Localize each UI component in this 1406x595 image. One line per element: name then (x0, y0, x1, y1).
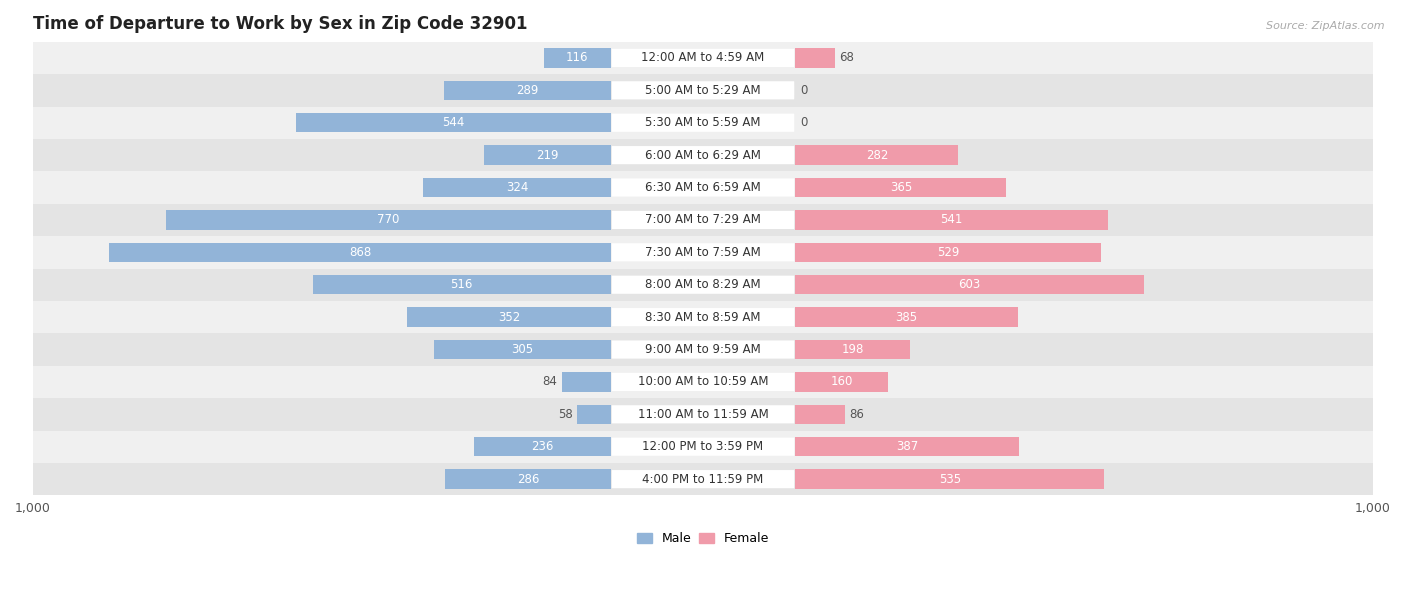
Text: 11:00 AM to 11:59 AM: 11:00 AM to 11:59 AM (638, 408, 768, 421)
Bar (32, 171, 1374, 203)
Bar (796, 405, 845, 424)
Text: Time of Departure to Work by Sex in Zip Code 32901: Time of Departure to Work by Sex in Zip … (32, 15, 527, 33)
Bar (796, 210, 1108, 230)
Bar (796, 308, 1018, 327)
FancyBboxPatch shape (612, 308, 794, 326)
Bar (32, 236, 1374, 268)
Bar (166, 210, 610, 230)
Bar (796, 48, 835, 68)
FancyBboxPatch shape (612, 211, 794, 229)
FancyBboxPatch shape (612, 438, 794, 456)
Text: 289: 289 (516, 84, 538, 97)
Text: 7:30 AM to 7:59 AM: 7:30 AM to 7:59 AM (645, 246, 761, 259)
Text: 86: 86 (849, 408, 865, 421)
Bar (32, 139, 1374, 171)
Bar (446, 469, 610, 489)
Text: 365: 365 (890, 181, 912, 194)
Text: 770: 770 (377, 214, 399, 227)
Bar (796, 178, 1007, 198)
Text: 282: 282 (866, 149, 889, 162)
Bar (32, 301, 1374, 333)
Bar (32, 268, 1374, 301)
Text: 12:00 PM to 3:59 PM: 12:00 PM to 3:59 PM (643, 440, 763, 453)
Text: 8:00 AM to 8:29 AM: 8:00 AM to 8:29 AM (645, 278, 761, 291)
FancyBboxPatch shape (612, 373, 794, 391)
Bar (562, 372, 610, 392)
Bar (423, 178, 610, 198)
Text: 544: 544 (443, 116, 464, 129)
Bar (796, 437, 1019, 456)
Text: 286: 286 (517, 472, 538, 486)
Text: 603: 603 (959, 278, 981, 291)
Text: 0: 0 (800, 84, 807, 97)
Text: 385: 385 (896, 311, 918, 324)
Text: 0: 0 (800, 116, 807, 129)
Bar (408, 308, 610, 327)
Text: 324: 324 (506, 181, 529, 194)
FancyBboxPatch shape (612, 82, 794, 99)
Text: 9:00 AM to 9:59 AM: 9:00 AM to 9:59 AM (645, 343, 761, 356)
Bar (32, 463, 1374, 495)
Bar (297, 113, 610, 133)
FancyBboxPatch shape (612, 49, 794, 67)
FancyBboxPatch shape (612, 243, 794, 261)
Bar (544, 48, 610, 68)
Bar (796, 372, 887, 392)
Text: 5:30 AM to 5:59 AM: 5:30 AM to 5:59 AM (645, 116, 761, 129)
Text: 868: 868 (349, 246, 371, 259)
Legend: Male, Female: Male, Female (631, 527, 775, 550)
Text: 5:00 AM to 5:29 AM: 5:00 AM to 5:29 AM (645, 84, 761, 97)
Bar (32, 333, 1374, 366)
Bar (32, 203, 1374, 236)
Bar (796, 469, 1105, 489)
Text: 116: 116 (565, 51, 588, 64)
Text: 529: 529 (936, 246, 959, 259)
Text: 6:30 AM to 6:59 AM: 6:30 AM to 6:59 AM (645, 181, 761, 194)
Text: 68: 68 (839, 51, 855, 64)
Text: 305: 305 (512, 343, 533, 356)
Text: 84: 84 (543, 375, 557, 389)
Bar (796, 145, 959, 165)
Bar (796, 340, 910, 359)
Bar (32, 398, 1374, 431)
Bar (32, 366, 1374, 398)
Bar (312, 275, 610, 295)
Bar (32, 74, 1374, 107)
Bar (32, 431, 1374, 463)
Bar (444, 80, 610, 100)
Text: 10:00 AM to 10:59 AM: 10:00 AM to 10:59 AM (638, 375, 768, 389)
Text: 219: 219 (536, 149, 558, 162)
FancyBboxPatch shape (612, 470, 794, 488)
FancyBboxPatch shape (612, 275, 794, 294)
Bar (110, 243, 610, 262)
Bar (796, 275, 1143, 295)
Bar (576, 405, 610, 424)
Text: 236: 236 (531, 440, 554, 453)
Text: 160: 160 (831, 375, 853, 389)
Bar (434, 340, 610, 359)
FancyBboxPatch shape (612, 405, 794, 424)
Text: 6:00 AM to 6:29 AM: 6:00 AM to 6:29 AM (645, 149, 761, 162)
Text: 541: 541 (941, 214, 963, 227)
Text: 198: 198 (841, 343, 863, 356)
FancyBboxPatch shape (612, 146, 794, 164)
Text: 4:00 PM to 11:59 PM: 4:00 PM to 11:59 PM (643, 472, 763, 486)
Text: 58: 58 (558, 408, 572, 421)
Bar (32, 42, 1374, 74)
Text: 12:00 AM to 4:59 AM: 12:00 AM to 4:59 AM (641, 51, 765, 64)
Text: 387: 387 (896, 440, 918, 453)
Text: 352: 352 (498, 311, 520, 324)
FancyBboxPatch shape (612, 114, 794, 132)
Bar (796, 243, 1101, 262)
Bar (474, 437, 610, 456)
Text: 7:00 AM to 7:29 AM: 7:00 AM to 7:29 AM (645, 214, 761, 227)
Text: 535: 535 (939, 472, 962, 486)
Text: Source: ZipAtlas.com: Source: ZipAtlas.com (1267, 21, 1385, 31)
Text: 8:30 AM to 8:59 AM: 8:30 AM to 8:59 AM (645, 311, 761, 324)
Bar (484, 145, 610, 165)
FancyBboxPatch shape (612, 340, 794, 359)
Bar (32, 107, 1374, 139)
Text: 516: 516 (450, 278, 472, 291)
FancyBboxPatch shape (612, 178, 794, 196)
